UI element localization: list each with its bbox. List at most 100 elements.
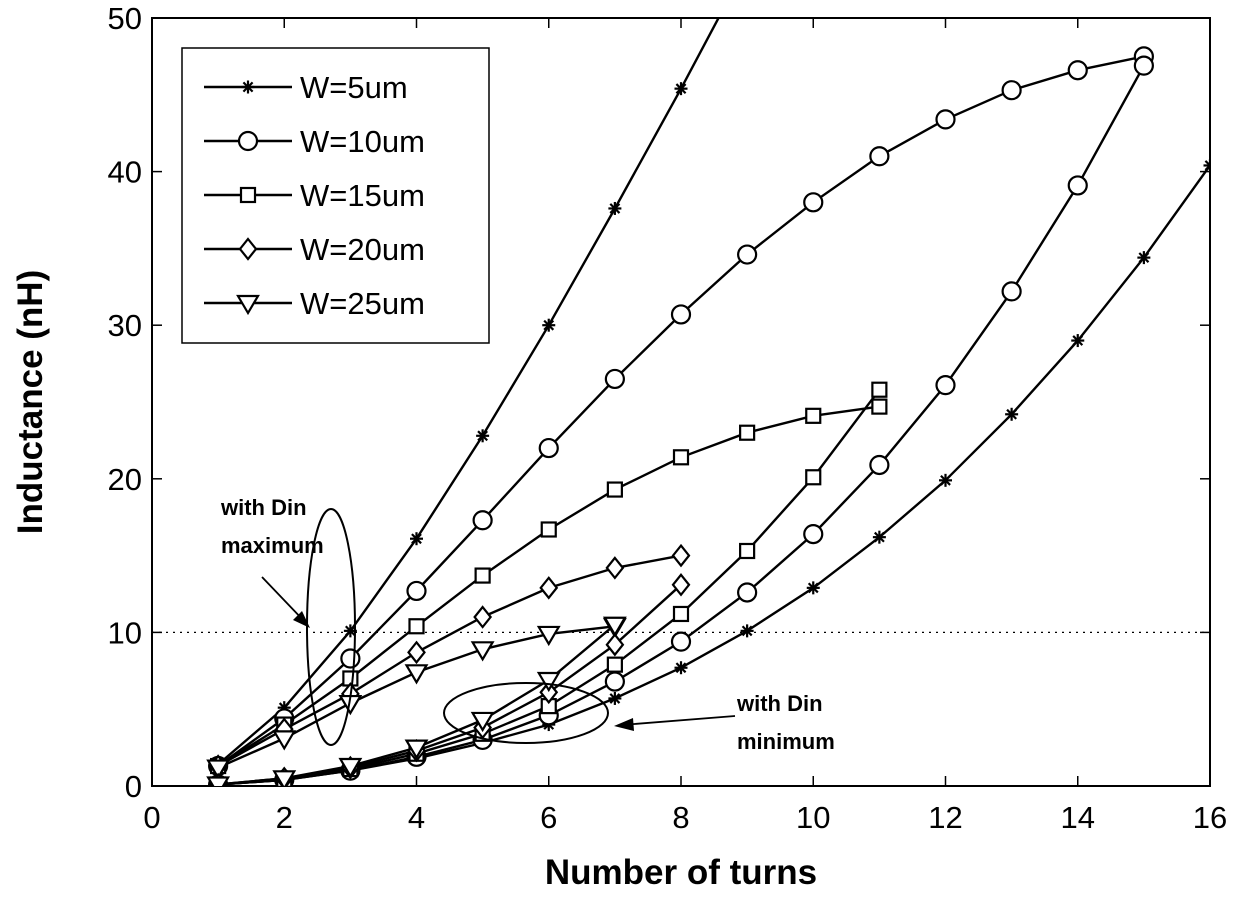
data-point-diamond (473, 605, 493, 629)
data-point-square (805, 469, 822, 486)
data-point-triangle-down (470, 641, 495, 662)
data-point-asterisk (674, 82, 688, 96)
data-point-asterisk (476, 429, 490, 443)
data-point-diamond (671, 573, 691, 597)
data-point-circle (340, 648, 361, 669)
data-point-asterisk (1203, 158, 1210, 172)
data-point-circle (670, 304, 692, 325)
data-point-circle (1001, 281, 1022, 302)
arrow-head (614, 718, 634, 731)
data-point-diamond (407, 640, 426, 665)
data-point-diamond (671, 543, 691, 568)
data-point-square (474, 567, 491, 584)
data-point-circle (1067, 60, 1088, 81)
data-point-circle (604, 368, 625, 390)
data-point-circle (1133, 55, 1154, 76)
data-point-circle (538, 437, 559, 459)
data-point-circle (935, 375, 956, 396)
data-point-square (739, 424, 756, 441)
x-tick-label: 12 (928, 800, 962, 835)
data-point-asterisk (608, 691, 622, 705)
y-tick-label: 30 (108, 308, 142, 343)
data-point-circle (803, 192, 824, 213)
data-point-triangle-down (272, 770, 297, 786)
data-point-triangle-down (536, 671, 561, 693)
legend-label: W=20um (300, 232, 425, 267)
data-point-square (805, 407, 822, 424)
data-point-asterisk (806, 581, 820, 595)
data-point-diamond (238, 237, 258, 261)
data-point-circle (1067, 175, 1088, 196)
x-tick-label: 4 (408, 800, 425, 835)
data-point-square (871, 381, 888, 398)
data-point-square (871, 398, 888, 415)
legend-label: W=25um (300, 286, 425, 321)
data-point-circle (472, 510, 493, 531)
x-tick-label: 14 (1061, 800, 1095, 835)
y-tick-label: 50 (108, 1, 142, 36)
y-tick-label: 0 (125, 769, 142, 804)
data-point-square (606, 481, 623, 498)
arrow-head (293, 611, 310, 628)
data-point-circle (869, 454, 890, 476)
data-point-triangle-down (206, 759, 231, 780)
data-point-circle (406, 580, 427, 602)
data-point-circle (604, 671, 625, 692)
data-point-asterisk (872, 530, 886, 544)
legend-label: W=5um (300, 70, 408, 105)
data-point-circle (670, 631, 692, 652)
data-point-square (540, 521, 557, 538)
annotation-arrow (621, 715, 736, 726)
data-point-triangle-down (206, 776, 231, 786)
x-tick-label: 6 (540, 800, 557, 835)
x-tick-label: 10 (796, 800, 830, 835)
data-point-square (239, 186, 257, 204)
data-point-square (408, 618, 425, 635)
data-point-triangle-down (272, 730, 297, 751)
data-point-triangle-down (236, 294, 260, 316)
annotation-text: with Din (220, 495, 307, 520)
data-point-circle (237, 130, 259, 152)
data-point-circle (935, 109, 956, 130)
data-point-circle (737, 582, 758, 603)
data-point-asterisk (1137, 251, 1151, 265)
series-line (217, 554, 682, 768)
data-point-circle (737, 244, 758, 265)
annotation-text: maximum (221, 533, 324, 558)
data-point-triangle-down (470, 711, 495, 733)
data-point-circle (1001, 80, 1022, 101)
data-point-asterisk (1005, 407, 1019, 421)
data-point-asterisk (542, 318, 556, 332)
y-tick-label: 20 (108, 462, 142, 497)
data-point-square (606, 656, 623, 673)
data-point-asterisk (674, 661, 688, 675)
y-tick-label: 10 (108, 615, 142, 650)
data-point-asterisk (241, 80, 255, 94)
x-tick-label: 2 (276, 800, 293, 835)
data-point-square (672, 605, 690, 623)
x-tick-label: 16 (1193, 800, 1227, 835)
data-point-diamond (539, 576, 559, 600)
din-maximum-ellipse (306, 508, 356, 746)
data-point-triangle-down (536, 625, 561, 647)
data-point-asterisk (939, 473, 952, 487)
data-point-diamond (539, 680, 559, 705)
data-point-diamond (605, 632, 625, 657)
annotation-text: minimum (737, 729, 835, 754)
data-point-square (672, 449, 690, 466)
annotation-arrow (261, 576, 306, 623)
data-point-asterisk (608, 201, 622, 215)
data-point-triangle-down (404, 664, 429, 685)
data-point-asterisk (343, 624, 357, 638)
data-point-asterisk (740, 624, 754, 638)
din-minimum-ellipse (443, 682, 609, 744)
legend-label: W=15um (300, 178, 425, 213)
data-point-triangle-down (602, 616, 627, 637)
y-tick-label: 40 (108, 155, 142, 190)
data-point-circle (803, 523, 824, 545)
data-point-asterisk (1071, 334, 1085, 348)
data-point-diamond (605, 556, 625, 580)
x-tick-label: 8 (672, 800, 689, 835)
data-point-asterisk (410, 532, 423, 546)
